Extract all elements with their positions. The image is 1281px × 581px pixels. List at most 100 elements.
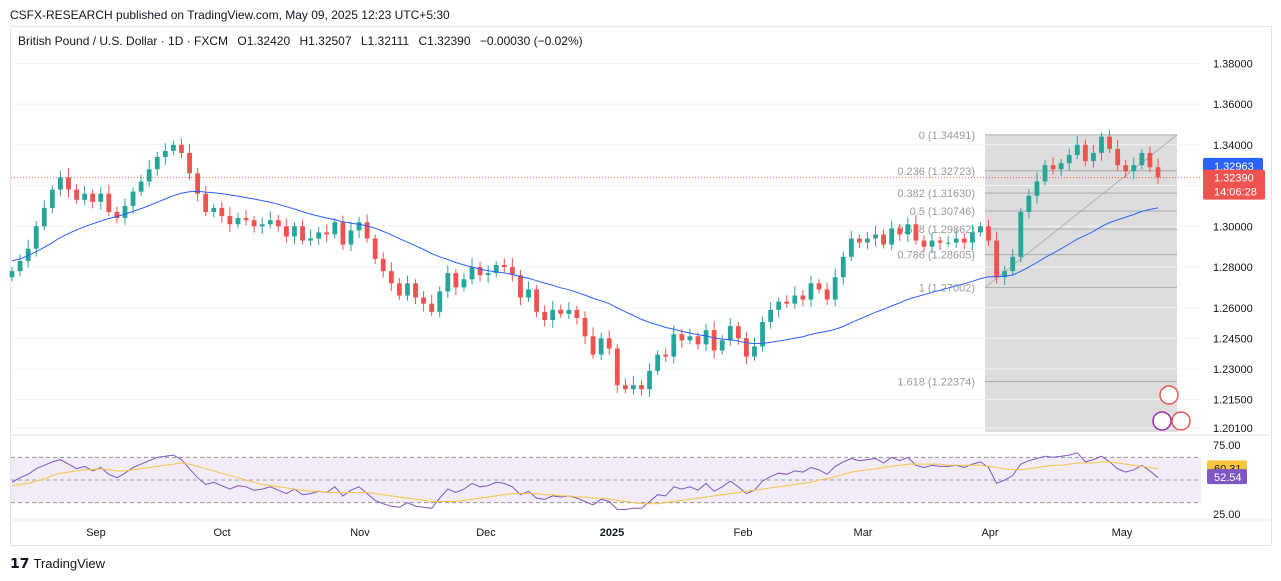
candle-body [429, 303, 435, 312]
price-tick-label: 1.36000 [1213, 99, 1253, 111]
candle-body [994, 240, 999, 278]
candle-body [82, 193, 88, 200]
candle-body [695, 336, 701, 345]
close-value: C1.32390 [418, 34, 471, 48]
candle-body [897, 228, 903, 235]
price-tick-label: 1.23000 [1213, 364, 1253, 376]
candle-body [437, 291, 443, 312]
candle-body [865, 238, 870, 243]
candle-body [760, 322, 765, 347]
price-tick-label: 1.38000 [1213, 58, 1253, 70]
candle-body [171, 144, 176, 151]
candle-body [187, 152, 192, 174]
rsi-tick-label: 75.00 [1213, 440, 1241, 452]
candle-body [566, 309, 572, 314]
candle-body [1099, 136, 1104, 153]
candle-body [961, 238, 967, 243]
chart-frame [10, 26, 1272, 546]
uk-flag-event-icon [1171, 411, 1191, 431]
candle-body [590, 336, 596, 355]
rsi-value-tag [1207, 469, 1247, 485]
candle-body [744, 338, 749, 357]
candle-body [792, 295, 798, 304]
price-tick-label: 1.28000 [1213, 262, 1253, 274]
candle-body [98, 193, 104, 202]
uk-flag-event-icon [1159, 385, 1179, 405]
candle-body [122, 205, 128, 219]
candle-body [598, 338, 604, 355]
time-tick-label: Dec [476, 527, 496, 539]
candle-body [986, 226, 991, 241]
candle-body [324, 232, 330, 235]
candle-body [550, 309, 556, 320]
candle-body [953, 238, 959, 243]
candle-body [631, 385, 636, 390]
candle-body [58, 177, 63, 190]
candle-body [275, 220, 281, 227]
symbol-name[interactable]: British Pound / U.S. Dollar · 1D · FXCM [18, 34, 229, 48]
candle-body [671, 334, 677, 357]
candle-body [647, 370, 652, 390]
candle-body [364, 222, 370, 239]
candle-body [203, 193, 209, 213]
candle-body [784, 301, 790, 304]
fib-level-label: 0.236 (1.32723) [897, 166, 975, 178]
candle-body [1018, 212, 1024, 257]
candle-body [90, 193, 96, 202]
candle-body [340, 222, 346, 245]
candle-body [372, 238, 378, 259]
candle-body [356, 222, 362, 231]
high-value: H1.32507 [299, 34, 352, 48]
candle-body [130, 191, 136, 206]
candle-body [614, 348, 620, 386]
candle-body [711, 330, 717, 351]
candle-body [800, 295, 806, 300]
candle-body [824, 289, 830, 300]
last-price-label: 1.32390 [1214, 173, 1254, 185]
candle-body [679, 334, 685, 341]
candle-body [146, 169, 152, 182]
candle-body [1042, 165, 1048, 182]
footer-brand-label: TradingView [33, 556, 106, 571]
candle-body [179, 144, 184, 153]
moving-average-line [11, 190, 1159, 345]
candle-body [840, 256, 846, 278]
candle-body [251, 220, 257, 227]
candle-body [1066, 154, 1072, 164]
candle-body [735, 326, 741, 339]
fib-level-label: 0.5 (1.30746) [910, 206, 975, 218]
candle-body [17, 260, 23, 272]
candle-body [937, 240, 943, 243]
candle-body [509, 267, 515, 276]
candle-body [501, 264, 507, 268]
candle-body [776, 301, 782, 310]
candle-body [106, 193, 112, 213]
candle-body [380, 258, 386, 272]
candle-body [292, 226, 297, 237]
candle-body [905, 224, 911, 235]
event-icon [1152, 411, 1172, 431]
candle-body [33, 226, 39, 249]
time-tick-label: Apr [981, 527, 998, 539]
candle-body [1010, 256, 1016, 272]
candle-body [856, 238, 862, 243]
candle-body [259, 224, 265, 227]
candle-body [421, 297, 426, 304]
candle-body [574, 309, 580, 318]
candle-body [969, 232, 975, 243]
footer-brand[interactable]: 𝟭𝟳 TradingView [10, 555, 105, 572]
candle-body [445, 273, 451, 292]
fib-retracement-box [985, 134, 1177, 432]
candle-body [1058, 163, 1064, 170]
candle-body [808, 283, 814, 300]
candle-body [461, 279, 467, 288]
price-tick-label: 1.30000 [1213, 221, 1253, 233]
candle-body [267, 220, 273, 225]
candle-body [913, 224, 919, 241]
candle-body [66, 177, 71, 190]
fib-trend-line [984, 134, 1178, 288]
change-value: −0.00030 (−0.02%) [479, 34, 583, 48]
candle-body [848, 238, 854, 257]
time-tick-label: Mar [854, 527, 873, 539]
